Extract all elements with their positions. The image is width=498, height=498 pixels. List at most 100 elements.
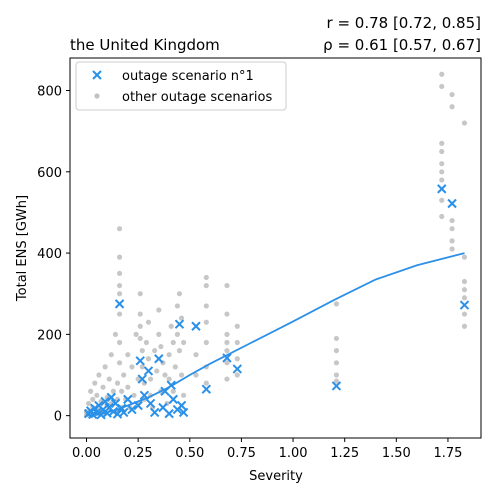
other-scenario-point: [234, 339, 240, 346]
y-tick-label: 800: [37, 85, 62, 100]
other-scenario-point: [333, 372, 340, 378]
legend-marker-scenario1: [92, 70, 102, 80]
chart-title-right-line1: r = 0.78 [0.72, 0.85]: [327, 14, 481, 32]
other-scenario-point: [333, 301, 340, 307]
other-scenario-point: [461, 295, 468, 301]
scenario1-point: [437, 184, 447, 194]
other-scenario-point: [129, 364, 135, 370]
other-scenario-point: [100, 384, 106, 390]
other-scenario-point: [224, 348, 230, 354]
other-scenario-point: [110, 388, 116, 394]
other-scenario-point: [224, 376, 230, 382]
other-scenario-point: [119, 388, 125, 394]
other-scenario-point: [162, 372, 168, 378]
other-scenario-point: [137, 291, 143, 297]
other-scenario-point: [461, 323, 468, 329]
other-scenario-point: [90, 396, 96, 402]
other-scenario-point: [439, 71, 445, 77]
other-scenario-point: [176, 291, 183, 297]
other-scenario-point: [108, 352, 114, 358]
scenario1-point: [133, 400, 143, 411]
other-scenario-point: [139, 348, 145, 354]
other-scenario-point: [137, 323, 143, 329]
other-scenario-point: [224, 339, 230, 346]
other-scenario-point: [193, 352, 199, 358]
other-scenario-point: [166, 376, 172, 382]
other-scenario-point: [112, 331, 119, 337]
other-scenario-point: [461, 311, 468, 317]
chart-title-left: the United Kingdom: [70, 36, 220, 54]
other-scenario-point: [116, 282, 123, 289]
plot-frame: [69, 57, 482, 439]
x-tick-label: 1.25: [330, 446, 359, 461]
other-scenario-point: [166, 352, 172, 358]
other-scenario-point: [114, 380, 121, 386]
other-scenario-point: [224, 311, 230, 317]
other-scenario-point: [224, 360, 230, 366]
other-scenario-point: [234, 372, 240, 378]
other-scenario-point: [180, 392, 187, 398]
other-scenario-point: [333, 348, 340, 354]
other-scenario-point: [439, 197, 445, 203]
axes: 0.00 0.25 0.50 0.75 1.00 1.25 1.50 1.75 0 200 400 6…: [37, 57, 482, 461]
x-tick-label: 0.75: [227, 446, 256, 461]
other-scenario-point: [333, 335, 340, 342]
other-scenario-point: [156, 331, 162, 337]
plot-points: [83, 71, 470, 420]
scenario1-point: [154, 354, 164, 364]
other-scenario-point: [116, 339, 123, 346]
scenario1-point: [459, 300, 470, 310]
legend-label-scenario1: outage scenario n°1: [122, 69, 254, 84]
other-scenario-point: [203, 319, 209, 325]
scenario1-point: [149, 407, 160, 418]
other-scenario-point: [449, 91, 455, 98]
other-scenario-point: [137, 335, 143, 342]
other-scenario-point: [158, 343, 164, 350]
other-scenario-point: [170, 339, 176, 346]
fit-line: [86, 252, 465, 417]
other-scenario-point: [224, 282, 230, 289]
scenario1-point: [201, 384, 212, 394]
scenario1-point: [139, 390, 150, 401]
other-scenario-point: [449, 238, 455, 244]
scenario1-point: [114, 299, 125, 309]
other-scenario-point: [449, 226, 455, 232]
other-scenario-point: [439, 169, 445, 175]
legend-label-others: other outage scenarios: [122, 90, 272, 105]
other-scenario-point: [116, 226, 123, 232]
other-scenario-point: [180, 339, 187, 346]
scenario1-point: [145, 398, 156, 409]
other-scenario-point: [224, 331, 230, 337]
scenario1-point: [178, 407, 189, 418]
other-scenario-point: [156, 307, 162, 313]
scenario1-point: [143, 366, 154, 376]
other-scenario-point: [125, 384, 131, 390]
other-scenario-point: [139, 364, 145, 370]
x-tick-label: 0.25: [124, 446, 153, 461]
scenario1-point: [135, 356, 145, 366]
other-scenario-point: [461, 254, 468, 260]
other-scenario-point: [133, 331, 139, 337]
scenario1-point: [127, 404, 137, 415]
x-tick-label: 1.00: [279, 446, 308, 461]
other-scenario-point: [147, 376, 154, 382]
other-scenario-point: [145, 319, 152, 325]
other-scenario-point: [145, 356, 152, 362]
scenario1-point: [166, 380, 176, 390]
chart-title-right-line2: ρ = 0.61 [0.57, 0.67]: [323, 36, 481, 54]
other-scenario-point: [439, 83, 445, 90]
other-scenario-point: [121, 372, 127, 378]
other-scenario-point: [152, 348, 158, 354]
other-scenario-point: [116, 270, 123, 277]
scenario1-point: [222, 353, 232, 363]
y-tick-label: 400: [37, 247, 62, 262]
other-scenario-point: [461, 278, 468, 285]
other-scenario-point: [449, 246, 455, 252]
other-scenario-point: [106, 376, 112, 382]
scenario1-point: [164, 408, 174, 419]
scenario1-point: [118, 407, 129, 418]
other-scenario-point: [143, 339, 150, 346]
other-scenario-point: [203, 303, 209, 309]
other-scenario-point: [135, 376, 141, 382]
